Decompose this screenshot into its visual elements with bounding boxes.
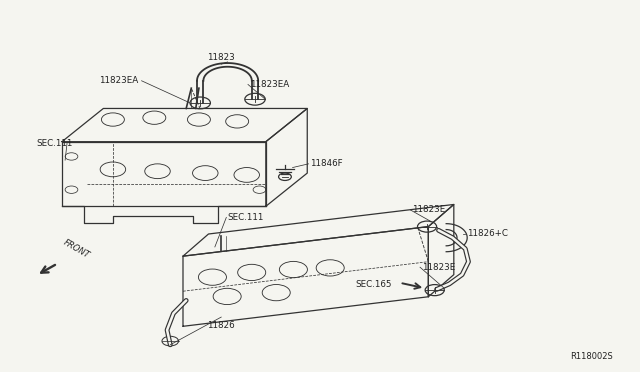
Text: FRONT: FRONT [62, 238, 92, 260]
Text: R118002S: R118002S [570, 352, 613, 361]
Text: 11823E: 11823E [422, 263, 455, 272]
Text: SEC.111: SEC.111 [228, 213, 264, 222]
Text: 11826+C: 11826+C [467, 230, 508, 238]
Text: 11823EA: 11823EA [250, 80, 289, 89]
Text: SEC.165: SEC.165 [355, 280, 392, 289]
Text: SEC.111: SEC.111 [36, 139, 73, 148]
Text: 11823EA: 11823EA [99, 76, 138, 85]
Text: 11823E: 11823E [412, 205, 445, 215]
Text: 11826: 11826 [207, 321, 235, 330]
Text: 11846F: 11846F [310, 159, 343, 169]
Text: 11823: 11823 [207, 53, 235, 62]
